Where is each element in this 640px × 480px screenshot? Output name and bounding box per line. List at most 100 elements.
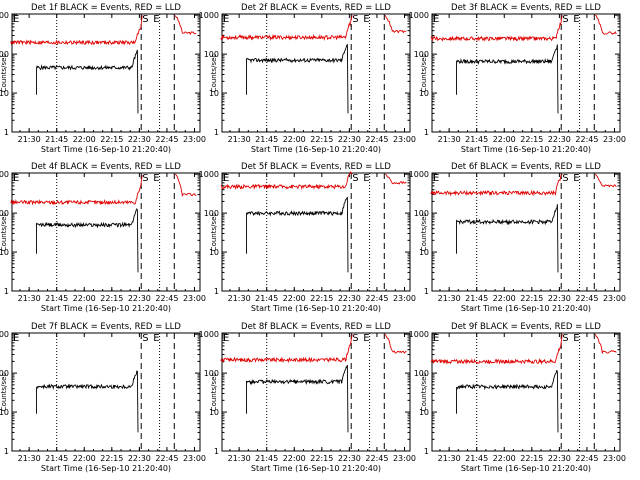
series-line-lld-tail [174, 173, 197, 197]
y-axis-label: Counts/sec [0, 213, 8, 252]
event-flag-e: E [433, 14, 439, 25]
x-tick-label: 23:00 [183, 454, 206, 463]
x-tick-label: 22:45 [575, 294, 598, 303]
x-tick-label: 22:45 [155, 135, 178, 144]
y-tick-label: 1000 [199, 11, 219, 20]
event-flag-e: E [223, 173, 229, 184]
y-tick-label: 100 [204, 369, 219, 378]
series-line-lld [220, 171, 353, 191]
x-tick-label: 22:15 [520, 294, 543, 303]
plot-frame [221, 172, 411, 292]
x-tick-label: 23:00 [393, 294, 416, 303]
x-tick-label: 22:00 [73, 454, 96, 463]
x-tick-label: 21:30 [438, 294, 461, 303]
series-line-lld-tail [384, 15, 407, 34]
x-tick-label: 21:45 [45, 294, 68, 303]
y-axis-label: Counts/sec [420, 54, 428, 93]
event-flag-s: S [142, 173, 148, 184]
y-axis-label: Counts/sec [0, 54, 8, 93]
x-tick-label: 21:30 [18, 135, 41, 144]
y-tick-label: 100 [204, 50, 219, 59]
x-axis-label: Start Time (16-Sep-10 21:20:40) [461, 304, 591, 313]
series-line-events [36, 208, 139, 273]
x-tick-label: 22:15 [310, 454, 333, 463]
chart-panel-8: Det 8f BLACK = Events, RED = LLD 1 10 100 10… [199, 322, 416, 473]
chart-title: Det 5f BLACK = Events, RED = LLD [241, 162, 391, 172]
series-line-lld [10, 174, 143, 206]
plot-frame [221, 13, 411, 133]
y-tick-label: 1000 [0, 330, 9, 339]
series-line-lld [430, 334, 563, 365]
event-flag-e: E [363, 333, 369, 344]
chart-title: Det 9f BLACK = Events, RED = LLD [451, 322, 601, 332]
y-tick-label: 1 [214, 128, 219, 137]
y-axis-label: Counts/sec [210, 213, 218, 252]
y-tick-label: 100 [0, 369, 9, 378]
plot-frame [221, 332, 411, 452]
chart-title: Det 2f BLACK = Events, RED = LLD [241, 3, 391, 13]
x-axis-label: Start Time (16-Sep-10 21:20:40) [41, 464, 171, 473]
event-flag-e: E [223, 14, 229, 25]
x-tick-label: 22:15 [520, 135, 543, 144]
event-flag-e: E [153, 333, 159, 344]
x-tick-label: 23:00 [603, 294, 626, 303]
x-tick-label: 21:45 [45, 135, 68, 144]
x-axis-label: Start Time (16-Sep-10 21:20:40) [41, 304, 171, 313]
x-tick-label: 22:30 [548, 135, 571, 144]
y-tick-label: 100 [0, 50, 9, 59]
x-tick-label: 22:00 [283, 294, 306, 303]
plot-frame [431, 172, 621, 292]
series-line-lld [220, 334, 353, 364]
x-tick-label: 22:00 [493, 135, 516, 144]
x-tick-label: 22:00 [283, 454, 306, 463]
y-tick-label: 10 [0, 408, 9, 417]
y-tick-label: 1 [4, 128, 9, 137]
x-tick-label: 21:30 [18, 294, 41, 303]
y-tick-label: 1 [214, 287, 219, 296]
plot-frame [431, 13, 621, 133]
x-tick-label: 21:30 [228, 454, 251, 463]
x-tick-label: 21:45 [255, 135, 278, 144]
x-axis-label: Start Time (16-Sep-10 21:20:40) [251, 464, 381, 473]
series-line-events [246, 196, 349, 273]
x-tick-label: 21:45 [255, 294, 278, 303]
event-flag-e: E [13, 333, 19, 344]
y-tick-label: 1000 [199, 330, 219, 339]
chart-title: Det 1f BLACK = Events, RED = LLD [31, 3, 181, 13]
x-tick-label: 22:30 [128, 294, 151, 303]
chart-title: Det 6f BLACK = Events, RED = LLD [451, 162, 601, 172]
y-tick-label: 1 [4, 287, 9, 296]
event-flag-s: S [562, 14, 568, 25]
y-tick-label: 10 [0, 248, 9, 257]
event-flag-e: E [223, 333, 229, 344]
event-flag-s: S [142, 14, 148, 25]
series-line-lld [430, 15, 563, 42]
event-flag-s: S [352, 333, 358, 344]
event-flag-e: E [153, 173, 159, 184]
x-tick-label: 21:30 [438, 135, 461, 144]
x-axis-label: Start Time (16-Sep-10 21:20:40) [461, 145, 591, 154]
chart-panel-9: Det 9f BLACK = Events, RED = LLD 1 10 100 10… [409, 322, 626, 473]
x-tick-label: 21:30 [228, 294, 251, 303]
event-flag-s: S [562, 333, 568, 344]
y-tick-label: 1 [424, 447, 429, 456]
x-tick-label: 21:45 [255, 454, 278, 463]
series-line-events [456, 44, 559, 114]
event-flag-s: S [562, 173, 568, 184]
x-tick-label: 22:00 [493, 454, 516, 463]
event-flag-e: E [573, 333, 579, 344]
plot-frame [11, 172, 201, 292]
event-flag-s: S [352, 173, 358, 184]
chart-panel-2: Det 2f BLACK = Events, RED = LLD 1 10 100 10… [199, 3, 416, 154]
series-line-events [246, 364, 349, 433]
x-tick-label: 23:00 [183, 294, 206, 303]
x-tick-label: 22:00 [283, 135, 306, 144]
x-tick-label: 21:45 [45, 454, 68, 463]
y-tick-label: 10 [209, 248, 219, 257]
y-tick-label: 10 [419, 89, 429, 98]
x-tick-label: 22:30 [128, 454, 151, 463]
y-tick-label: 1000 [0, 11, 9, 20]
plot-frame [431, 332, 621, 452]
chart-panel-3: Det 3f BLACK = Events, RED = LLD 1 10 100 10… [409, 3, 626, 154]
